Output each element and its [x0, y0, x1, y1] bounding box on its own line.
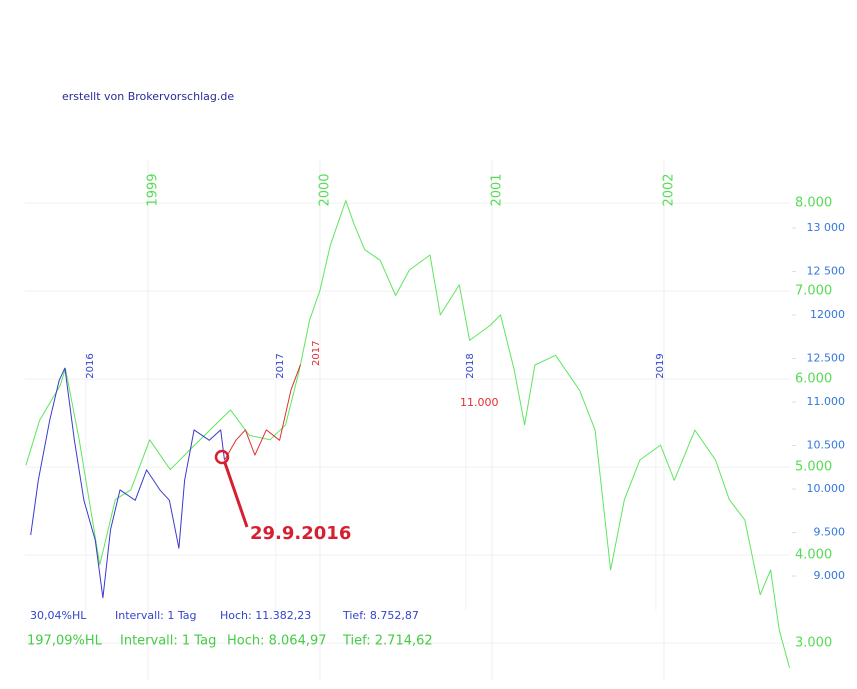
x-tick-label: 2000	[317, 173, 332, 206]
x2-tick-label: 2018	[465, 353, 476, 378]
labels: 3.000 4.000 5.000 6.000 7.000 8.000 9.000 9.500…	[85, 173, 845, 650]
annotation-date: 29.9.2016	[250, 523, 351, 544]
x-tick-label: 2002	[661, 173, 676, 206]
y-tick-label: 5.000	[795, 460, 832, 475]
y2-tick-label: 12.500	[807, 352, 846, 365]
y2-tick-label: 9.500	[814, 526, 846, 539]
stat: Intervall: 1 Tag	[120, 634, 216, 649]
x2-tick-label: 2017	[275, 353, 286, 378]
stat: Hoch: 11.382,23	[220, 609, 311, 622]
x-tick-label: 1999	[145, 173, 160, 206]
subtitle: erstellt von Brokervorschlag.de	[62, 90, 234, 103]
annotation-year: 2017	[311, 341, 322, 366]
y-tick-label: 7.000	[795, 284, 832, 299]
series-line	[30, 367, 225, 599]
stat: Tief: 2.714,62	[342, 634, 433, 649]
marker-circle	[214, 449, 230, 465]
x2-tick-label: 2016	[85, 353, 96, 378]
series-line	[224, 364, 301, 461]
y2-tick-label: 12000	[810, 308, 845, 321]
series-line	[25, 200, 790, 668]
y2-tick-label: 9.000	[814, 569, 846, 582]
stat: 197,09%HL	[27, 634, 103, 649]
annotation-arrow	[223, 462, 249, 528]
y2-tick-label: 13 000	[807, 221, 846, 234]
y2-tick-label: 11.000	[807, 395, 846, 408]
grid	[25, 160, 790, 680]
y2-tick-label: 10.000	[807, 482, 846, 495]
stat: 30,04%HL	[30, 609, 87, 622]
y-tick-label: 4.000	[795, 548, 832, 563]
stat: Tief: 8.752,87	[342, 609, 419, 622]
lines	[25, 200, 790, 668]
x-tick-label: 2001	[489, 173, 504, 206]
stat: Intervall: 1 Tag	[115, 609, 197, 622]
x2-tick-label: 2019	[655, 353, 666, 378]
stat: Hoch: 8.064,97	[227, 634, 327, 649]
y-tick-label: 6.000	[795, 372, 832, 387]
y-tick-label: 3.000	[795, 636, 832, 651]
annotation-value: 11.000	[460, 396, 499, 409]
y2-tick-label: 10.500	[807, 439, 846, 452]
y2-tick-label: 12 500	[807, 265, 846, 278]
y-tick-label: 8.000	[795, 196, 832, 211]
